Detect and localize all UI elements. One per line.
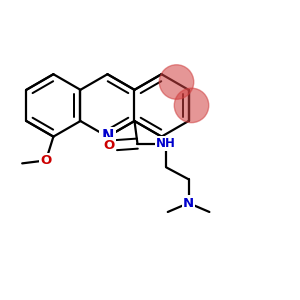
- Text: NH: NH: [156, 137, 176, 150]
- Circle shape: [174, 88, 209, 123]
- Text: N: N: [101, 129, 114, 144]
- Text: O: O: [40, 154, 52, 167]
- Text: N: N: [183, 196, 194, 210]
- Circle shape: [159, 65, 194, 99]
- Text: O: O: [103, 139, 115, 152]
